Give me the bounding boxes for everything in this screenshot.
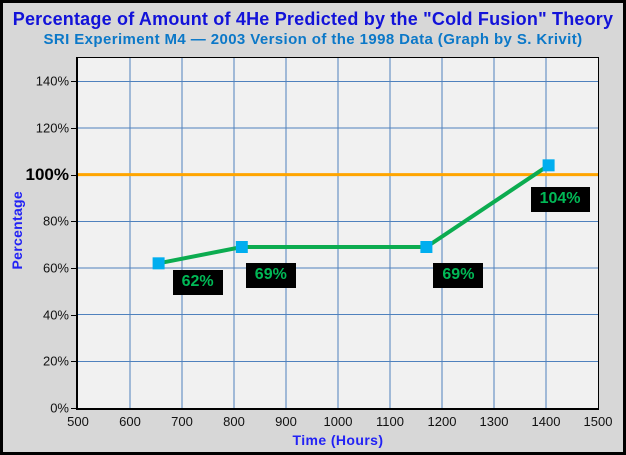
chart-title: Percentage of Amount of 4He Predicted by… (12, 9, 614, 29)
y-axis-title: Percentage (9, 191, 25, 270)
y-tick-mark (71, 174, 77, 176)
x-tick-label: 600 (119, 414, 141, 429)
data-label: 62% (172, 270, 223, 296)
data-point-marker (420, 241, 433, 253)
x-tick-label: 700 (171, 414, 193, 429)
y-tick-mark (71, 128, 77, 129)
x-tick-label: 1500 (583, 414, 613, 429)
x-tick-label: 1000 (323, 414, 353, 429)
y-tick-label: 60% (42, 260, 69, 276)
x-tick-label: 800 (223, 414, 245, 429)
series-line (158, 163, 550, 266)
y-tick-label: 100% (25, 164, 69, 184)
y-tick-mark (71, 268, 77, 269)
chart-subtitle: SRI Experiment M4 — 2003 Version of the … (43, 31, 583, 48)
x-tick-label: 1400 (531, 414, 561, 429)
x-tick-label: 1200 (427, 414, 457, 429)
y-tick-label: 120% (35, 120, 69, 136)
y-tick-label: 0% (50, 400, 69, 416)
y-tick-label: 40% (42, 307, 69, 323)
plot-canvas (78, 58, 598, 408)
x-tick-label: 1300 (479, 414, 509, 429)
data-point-marker (152, 257, 165, 270)
y-tick-mark (71, 408, 77, 409)
y-tick-label: 20% (42, 353, 69, 369)
y-tick-mark (71, 361, 77, 363)
data-point-marker (542, 159, 555, 172)
x-tick-label: 1100 (376, 414, 404, 429)
x-axis-title: Time (Hours) (292, 432, 384, 448)
data-label: 104% (530, 187, 590, 213)
plot-area (76, 57, 599, 410)
data-label: 69% (245, 263, 296, 288)
y-tick-mark (71, 314, 77, 316)
x-tick-label: 900 (275, 414, 297, 429)
y-tick-label: 80% (42, 213, 69, 229)
data-label: 69% (433, 263, 484, 288)
x-tick-label: 500 (67, 414, 89, 429)
y-tick-mark (71, 221, 77, 223)
y-tick-label: 140% (35, 73, 69, 89)
data-point-marker (235, 241, 248, 253)
y-tick-mark (71, 81, 77, 83)
